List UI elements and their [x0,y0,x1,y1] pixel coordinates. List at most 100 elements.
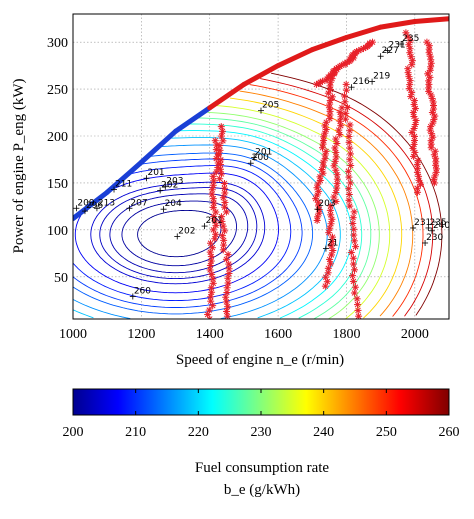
operating-point [209,275,217,283]
operating-point [369,38,377,46]
operating-point [346,144,354,152]
operating-point [221,198,229,206]
operating-point [211,137,219,145]
operating-point [344,167,352,175]
operating-point [217,170,225,178]
operating-point [333,180,341,188]
operating-point [427,123,435,131]
operating-point [218,127,226,135]
operating-point [219,194,227,202]
max-power-segment [412,16,449,25]
colorbar-tick-label: 240 [313,425,334,440]
operating-point [346,150,354,158]
max-power-segment [241,63,281,87]
operating-point [332,135,340,143]
operating-point [410,132,418,140]
operating-point [336,117,344,125]
y-tick-labels: 50 100 150 200 250 300 [47,36,68,286]
contour-line [207,111,380,319]
contour-label: 231 [388,41,405,51]
operating-point [322,147,330,155]
contour-line [239,90,414,317]
operating-points [204,29,440,319]
contour-label: 201 [206,216,223,226]
contour-label: 202 [178,226,195,236]
operating-point [331,157,339,165]
contour-line [137,209,222,258]
operating-point [425,42,433,50]
contour-lines [73,72,443,319]
operating-point [427,144,435,152]
max-power-segment [275,47,315,69]
operating-point [207,239,215,247]
operating-point [350,237,358,245]
operating-point [429,133,437,141]
contour-label: 213 [98,198,115,208]
contour-label: 296 [86,201,103,211]
operating-point [342,115,350,123]
operating-point [208,288,216,296]
operating-point [211,217,219,225]
max-power-segment [378,19,418,30]
operating-point [327,260,335,268]
colorbar-tick-label: 230 [251,425,272,440]
operating-point [366,39,374,47]
contour-line [215,105,391,319]
operating-point [346,156,354,164]
operating-point [207,297,215,305]
operating-point [219,246,227,254]
contour-line [195,117,372,319]
operating-point [209,204,217,212]
max-power-curve [73,16,449,222]
operating-point [207,293,215,301]
max-power-segment [138,128,179,165]
plot-area [73,14,449,319]
contour-line [99,187,258,280]
operating-point [326,224,334,232]
colorbar-tick-label: 210 [125,425,146,440]
max-power-segment [73,189,110,222]
operating-point [332,189,340,197]
y-tick-label: 150 [47,177,68,192]
operating-point [220,179,228,187]
y-tick-label: 200 [47,130,68,145]
operating-point [327,220,335,228]
operating-point [427,91,435,99]
operating-point [408,128,416,136]
contour-label: 230 [426,233,443,243]
operating-point [345,185,353,193]
colorbar-ticks: 200 210 220 230 240 250 260 [63,389,460,440]
operating-point [347,162,355,170]
contour-label: 260 [134,286,151,296]
colorbar-tick-label: 220 [188,425,209,440]
operating-point [345,133,353,141]
operating-point [350,225,358,233]
y-axis-label: Power of engine P_eng (kW) [11,79,27,254]
operating-point [345,173,353,181]
operating-point [209,172,217,180]
operating-point [223,307,231,315]
x-tick-label: 1600 [264,327,292,342]
operating-point [415,172,423,180]
operating-point [224,251,232,259]
operating-point [345,138,353,146]
operating-point [206,262,214,270]
operating-point [342,109,350,117]
operating-point [345,190,353,198]
contour-label: 209 [77,198,94,208]
operating-point [314,180,322,188]
x-tick-label: 1000 [59,327,87,342]
operating-point [324,264,332,272]
operating-point [336,131,344,139]
operating-point [426,73,434,81]
contour-line [260,78,434,317]
contour-label: 201 [255,148,272,158]
x-axis-label: Speed of engine n_e (r/min) [176,352,344,368]
operating-point [342,80,350,88]
operating-point [332,148,340,156]
operating-point [343,104,351,112]
contour-line [73,165,292,302]
operating-point [210,177,218,185]
y-tick-label: 100 [47,224,68,239]
contour-label: 201 [147,168,164,178]
